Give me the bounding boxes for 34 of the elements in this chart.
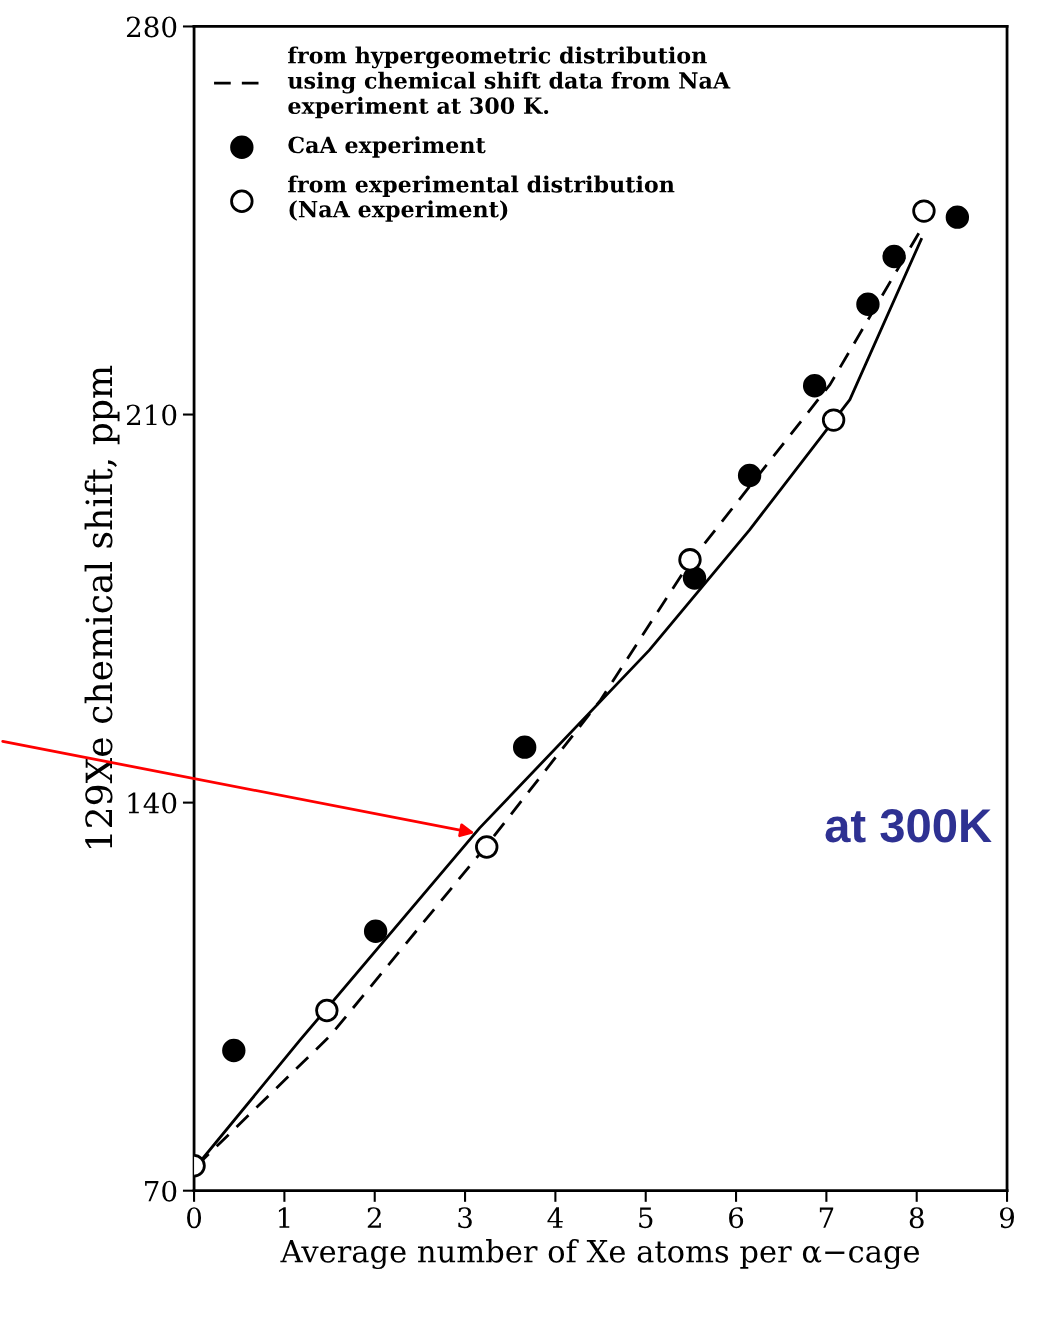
x-tick-label: 0	[187, 1207, 202, 1229]
x-axis-title: Average number of Xe atoms per α−cage	[280, 1239, 920, 1270]
y-tick-label: 280	[126, 16, 177, 38]
y-axis-title: 129Xe chemical shift, ppm	[84, 365, 120, 848]
x-tick-label: 5	[639, 1207, 653, 1229]
legend-label: from hypergeometric distribution using chemical shift data from NaA experiment at 300 K.	[287, 46, 731, 119]
x-tick-label: 9	[999, 1207, 1015, 1229]
legend-label: from experimental distribution (NaA experiment)	[288, 175, 675, 222]
point	[882, 244, 906, 269]
y-tick-label: 70	[145, 1180, 177, 1202]
point	[912, 199, 936, 223]
point	[512, 735, 537, 759]
annotation: at 300K	[825, 809, 992, 843]
x-tick-label: 3	[458, 1207, 472, 1229]
point	[945, 205, 970, 229]
legend-label: CaA experiment	[288, 136, 486, 158]
point	[802, 374, 827, 398]
x-tick-label: 7	[819, 1207, 834, 1228]
point	[821, 408, 846, 432]
point	[363, 919, 388, 943]
point	[678, 548, 702, 572]
x-tick-label: 6	[729, 1207, 744, 1229]
point	[222, 1038, 246, 1063]
point	[475, 835, 499, 859]
point	[856, 292, 880, 316]
x-tick-label: 1	[278, 1207, 290, 1228]
y-tick-label: 210	[126, 404, 177, 426]
y-tick-label: 140	[128, 792, 177, 814]
x-tick-label: 4	[547, 1207, 563, 1228]
point	[737, 463, 762, 488]
point	[315, 998, 339, 1023]
point	[682, 566, 707, 590]
x-tick-label: 8	[909, 1207, 924, 1229]
x-tick-label: 2	[367, 1207, 381, 1228]
